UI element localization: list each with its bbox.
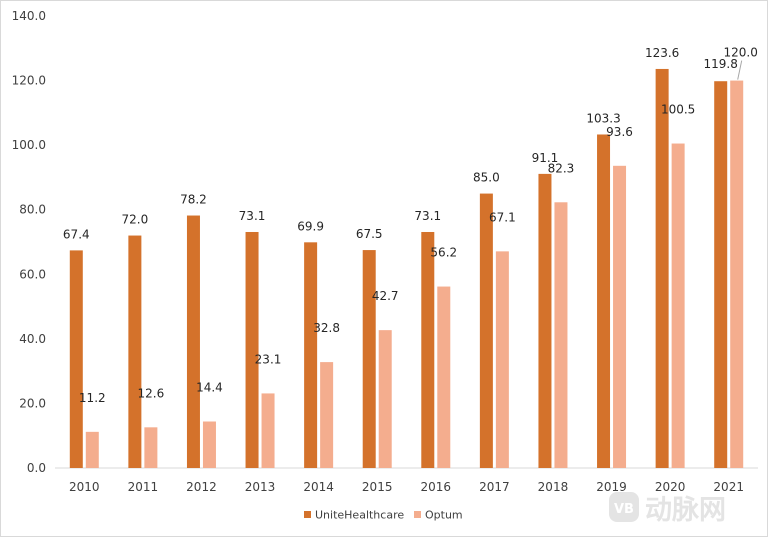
data-label-optum-2011: 12.6	[138, 386, 165, 400]
x-axis-ticks: 2010 2011 2012 2013 2014 2015 2016 2017 2018 2019…	[69, 480, 744, 494]
bar-unitehealthcare-2017	[479, 193, 493, 469]
x-tick-label-2015: 2015	[362, 480, 393, 494]
data-label-unitehealthcare-2021: 119.8	[704, 57, 738, 71]
bar-optum-2015	[378, 330, 392, 468]
legend-label-optum: Optum	[425, 509, 463, 522]
legend: UniteHealthcare Optum	[304, 509, 463, 522]
y-axis: 0.0 20.0 40.0 60.0 80.0 100.0 120.0 140.0	[12, 9, 46, 475]
data-label-unitehealthcare-2020: 123.6	[645, 46, 679, 60]
data-label-optum-2018: 82.3	[548, 161, 575, 175]
data-label-leader-line	[737, 60, 743, 80]
bar-unitehealthcare-2016	[421, 231, 435, 468]
data-label-optum-2017: 67.1	[489, 210, 516, 224]
y-tick-label: 120.0	[12, 74, 46, 88]
x-tick-label-2019: 2019	[596, 480, 627, 494]
data-label-optum-2021: 120.0	[724, 46, 758, 60]
data-label-optum-2019: 93.6	[606, 125, 633, 139]
bar-optum-2013	[261, 393, 275, 468]
data-label-unitehealthcare-2018: 91.1	[532, 151, 559, 165]
y-tick-label: 60.0	[19, 267, 46, 281]
bar-optum-2014	[320, 362, 334, 468]
bar-optum-2017	[495, 251, 509, 468]
bar-optum-2010	[85, 431, 99, 468]
bar-unitehealthcare-2021	[714, 81, 728, 469]
bar-unitehealthcare-2012	[186, 215, 200, 468]
legend-item-optum: Optum	[414, 509, 463, 522]
data-label-optum-2010: 11.2	[79, 391, 106, 405]
y-tick-label: 0.0	[27, 461, 46, 475]
bar-optum-2021	[730, 80, 744, 469]
x-tick-label-2018: 2018	[538, 480, 569, 494]
data-label-optum-2015: 42.7	[372, 289, 399, 303]
bar-unitehealthcare-2010	[69, 250, 83, 468]
x-tick-label-2021: 2021	[713, 480, 744, 494]
bar-unitehealthcare-2013	[245, 231, 259, 468]
bar-unitehealthcare-2015	[362, 250, 376, 468]
data-label-optum-2014: 32.8	[313, 321, 340, 335]
x-tick-label-2014: 2014	[303, 480, 334, 494]
x-tick-label-2010: 2010	[69, 480, 100, 494]
data-label-unitehealthcare-2017: 85.0	[473, 171, 500, 185]
data-label-optum-2016: 56.2	[430, 246, 457, 260]
x-tick-label-2011: 2011	[128, 480, 159, 494]
data-label-unitehealthcare-2010: 67.4	[63, 227, 90, 241]
legend-label-unitehealthcare: UniteHealthcare	[315, 509, 404, 522]
x-tick-label-2017: 2017	[479, 480, 510, 494]
bar-unitehealthcare-2014	[304, 242, 318, 468]
data-labels-group: 67.4 11.2 72.0 12.6 78.2 14.4 73.1 23.1 69.9 32.8…	[63, 46, 758, 405]
y-tick-label: 140.0	[12, 9, 46, 23]
legend-swatch-unitehealthcare	[304, 511, 311, 518]
bar-optum-2011	[144, 427, 158, 468]
y-tick-label: 80.0	[19, 203, 46, 217]
x-tick-label-2016: 2016	[421, 480, 452, 494]
watermark-logo-mark: VB	[614, 502, 634, 517]
watermark-text: 动脉网	[645, 495, 726, 526]
bar-unitehealthcare-2018	[538, 173, 552, 468]
data-label-unitehealthcare-2012: 78.2	[180, 193, 207, 207]
y-tick-label: 20.0	[19, 396, 46, 410]
data-label-unitehealthcare-2011: 72.0	[122, 213, 149, 227]
bar-unitehealthcare-2020	[655, 68, 669, 468]
bar-optum-2019	[613, 165, 627, 468]
legend-item-unitehealthcare: UniteHealthcare	[304, 509, 404, 522]
y-tick-label: 40.0	[19, 332, 46, 346]
bar-optum-2020	[671, 143, 685, 468]
data-label-optum-2020: 100.5	[661, 103, 695, 117]
watermark-logo-icon	[609, 492, 639, 522]
bar-unitehealthcare-2011	[128, 235, 142, 468]
data-label-optum-2013: 23.1	[255, 352, 282, 366]
x-tick-label-2012: 2012	[186, 480, 217, 494]
bar-optum-2012	[202, 421, 216, 468]
legend-swatch-optum	[414, 511, 421, 518]
data-label-optum-2012: 14.4	[196, 381, 223, 395]
data-label-unitehealthcare-2016: 73.1	[414, 209, 441, 223]
y-tick-label: 100.0	[12, 138, 46, 152]
bar-optum-2016	[437, 286, 451, 468]
bars-group	[69, 68, 744, 469]
data-label-unitehealthcare-2013: 73.1	[239, 209, 266, 223]
bar-optum-2018	[554, 202, 568, 468]
x-tick-label-2013: 2013	[245, 480, 276, 494]
data-label-unitehealthcare-2015: 67.5	[356, 227, 383, 241]
x-tick-label-2020: 2020	[655, 480, 686, 494]
bar-unitehealthcare-2019	[597, 134, 611, 468]
data-label-unitehealthcare-2014: 69.9	[297, 219, 324, 233]
data-label-unitehealthcare-2019: 103.3	[586, 111, 620, 125]
watermark: VB 动脉网	[609, 492, 726, 526]
